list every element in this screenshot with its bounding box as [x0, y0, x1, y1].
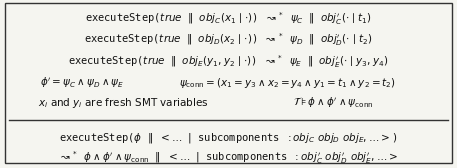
Text: $\phi' = \psi_C \wedge \psi_D \wedge \psi_E$: $\phi' = \psi_C \wedge \psi_D \wedge \ps…: [40, 76, 124, 90]
Text: executeStep($\mathit{true}$ $\|$ $\mathit{obj}_D(x_2 \mid {\cdot})$) $\rightsqui: executeStep($\mathit{true}$ $\|$ $\mathi…: [84, 31, 373, 48]
FancyBboxPatch shape: [5, 3, 452, 163]
Text: $\psi_{\mathrm{conn}} = (x_1 = y_3 \wedge x_2 = y_4 \wedge y_1 = t_1 \wedge y_2 : $\psi_{\mathrm{conn}} = (x_1 = y_3 \wedg…: [180, 76, 396, 90]
Text: executeStep($\phi$ $\|$ $<\ldots$ $|$ subcomponents $: \mathit{obj}_C\ \mathit{o: executeStep($\phi$ $\|$ $<\ldots$ $|$ su…: [59, 131, 398, 145]
Text: $\mathcal{T} \models \phi \wedge \phi' \wedge \psi_{\mathrm{conn}}$: $\mathcal{T} \models \phi \wedge \phi' \…: [293, 96, 374, 110]
Text: $x_i$ and $y_i$ are fresh SMT variables: $x_i$ and $y_i$ are fresh SMT variables: [38, 96, 209, 110]
Text: executeStep($\mathit{true}$ $\|$ $\mathit{obj}_C(x_1 \mid {\cdot})$) $\rightsqui: executeStep($\mathit{true}$ $\|$ $\mathi…: [85, 10, 372, 27]
Text: executeStep($\mathit{true}$ $\|$ $\mathit{obj}_E(y_1, y_2 \mid {\cdot})$) $\righ: executeStep($\mathit{true}$ $\|$ $\mathi…: [69, 53, 388, 70]
Text: $\rightsquigarrow^*$ $\phi \wedge \phi' \wedge \psi_{\mathrm{conn}}$ $\|$ $<\ldo: $\rightsquigarrow^*$ $\phi \wedge \phi' …: [58, 149, 399, 166]
